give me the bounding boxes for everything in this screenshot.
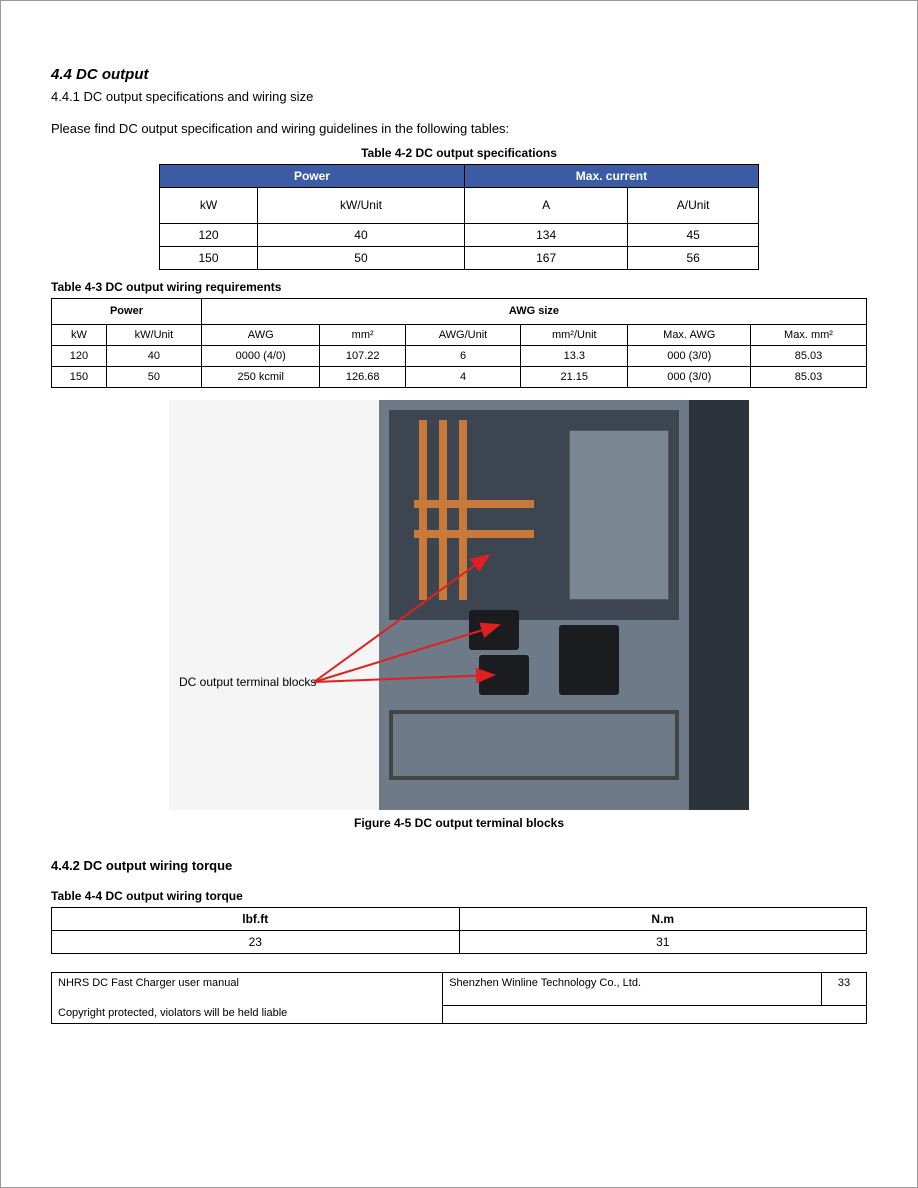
t42-r1c2: 167 <box>464 246 627 269</box>
t43-r1c6: 000 (3/0) <box>628 366 751 387</box>
t44-header: lbf.ft N.m <box>52 907 867 930</box>
table-4-4-caption: Table 4-4 DC output wiring torque <box>51 889 867 903</box>
t43-r1c0: 150 <box>52 366 107 387</box>
intro-paragraph: Please find DC output specification and … <box>51 120 867 138</box>
t44-r0c1: 31 <box>459 930 867 953</box>
cabinet-panel <box>569 430 669 600</box>
figure-4-5-caption: Figure 4-5 DC output terminal blocks <box>169 816 749 830</box>
figure-4-5: DC output terminal blocks Figure 4-5 DC … <box>169 400 749 830</box>
busbar-h2 <box>414 530 534 538</box>
footer-table: NHRS DC Fast Charger user manual Copyrig… <box>51 972 867 1024</box>
t44-r0c0: 23 <box>52 930 460 953</box>
t42-col-3: A/Unit <box>628 187 759 223</box>
t42-row-1: 150 50 167 56 <box>160 246 759 269</box>
busbar-3 <box>459 420 467 600</box>
busbar-1 <box>419 420 427 600</box>
t43-r1c3: 126.68 <box>320 366 405 387</box>
t43-r0c6: 000 (3/0) <box>628 345 751 366</box>
t43-h-power: Power <box>52 298 202 324</box>
t42-r0c2: 134 <box>464 223 627 246</box>
t42-r1c1: 50 <box>258 246 465 269</box>
t43-r0c3: 107.22 <box>320 345 405 366</box>
t43-c5: mm²/Unit <box>521 324 628 345</box>
footer-empty-cell <box>443 1005 867 1023</box>
t42-r1c3: 56 <box>628 246 759 269</box>
t43-r1c5: 21.15 <box>521 366 628 387</box>
t43-row-0: 120 40 0000 (4/0) 107.22 6 13.3 000 (3/0… <box>52 345 867 366</box>
t43-h-awg: AWG size <box>201 298 866 324</box>
t44-row-0: 23 31 <box>52 930 867 953</box>
terminal-block-2 <box>479 655 529 695</box>
t42-col-1: kW/Unit <box>258 187 465 223</box>
footer-doc-title: NHRS DC Fast Charger user manual <box>58 977 436 989</box>
t42-header-power: Power <box>160 164 465 187</box>
busbar-2 <box>439 420 447 600</box>
t44-h1: N.m <box>459 907 867 930</box>
terminal-block-3 <box>559 625 619 695</box>
t43-r0c5: 13.3 <box>521 345 628 366</box>
table-4-3-caption: Table 4-3 DC output wiring requirements <box>51 280 867 294</box>
t42-col-0: kW <box>160 187 258 223</box>
heading-4-4-1: 4.4.1 DC output specifications and wirin… <box>51 89 867 104</box>
t42-row-0: 120 40 134 45 <box>160 223 759 246</box>
t43-r0c2: 0000 (4/0) <box>201 345 320 366</box>
footer-copyright: Copyright protected, violators will be h… <box>58 1007 436 1019</box>
t43-c6: Max. AWG <box>628 324 751 345</box>
t43-r0c7: 85.03 <box>750 345 866 366</box>
t42-r0c0: 120 <box>160 223 258 246</box>
figure-4-5-image: DC output terminal blocks <box>169 400 749 810</box>
t43-c0: kW <box>52 324 107 345</box>
t43-c3: mm² <box>320 324 405 345</box>
table-4-2: Power Max. current kW kW/Unit A A/Unit 1… <box>159 164 759 270</box>
t43-r0c1: 40 <box>106 345 201 366</box>
t43-r1c4: 4 <box>405 366 520 387</box>
heading-4-4-2: 4.4.2 DC output wiring torque <box>51 858 867 873</box>
cabinet-side <box>689 400 749 810</box>
footer-company: Shenzhen Winline Technology Co., Ltd. <box>443 972 822 1005</box>
t43-row-1: 150 50 250 kcmil 126.68 4 21.15 000 (3/0… <box>52 366 867 387</box>
t43-c4: AWG/Unit <box>405 324 520 345</box>
t42-r0c3: 45 <box>628 223 759 246</box>
cabinet-frame <box>389 710 679 780</box>
page-number: 33 <box>822 972 867 1005</box>
t43-header-row: Power AWG size <box>52 298 867 324</box>
t44-h0: lbf.ft <box>52 907 460 930</box>
t43-r1c1: 50 <box>106 366 201 387</box>
t42-col-2: A <box>464 187 627 223</box>
figure-callout: DC output terminal blocks <box>179 675 316 689</box>
table-4-2-subheader: kW kW/Unit A A/Unit <box>160 187 759 223</box>
t42-r1c0: 150 <box>160 246 258 269</box>
t43-r1c2: 250 kcmil <box>201 366 320 387</box>
t42-r0c1: 40 <box>258 223 465 246</box>
page-container: manualslib.com 4.4 DC output 4.4.1 DC ou… <box>0 0 918 1188</box>
table-4-4: lbf.ft N.m 23 31 <box>51 907 867 954</box>
t42-header-current: Max. current <box>464 164 758 187</box>
table-4-3: Power AWG size kW kW/Unit AWG mm² AWG/Un… <box>51 298 867 388</box>
t43-c2: AWG <box>201 324 320 345</box>
table-4-2-caption: Table 4-2 DC output specifications <box>51 146 867 160</box>
t43-c1: kW/Unit <box>106 324 201 345</box>
t43-r0c4: 6 <box>405 345 520 366</box>
t43-c7: Max. mm² <box>750 324 866 345</box>
heading-4-4: 4.4 DC output <box>51 66 867 83</box>
t43-r1c7: 85.03 <box>750 366 866 387</box>
table-4-2-header-row: Power Max. current <box>160 164 759 187</box>
busbar-h1 <box>414 500 534 508</box>
t43-r0c0: 120 <box>52 345 107 366</box>
t43-subheader: kW kW/Unit AWG mm² AWG/Unit mm²/Unit Max… <box>52 324 867 345</box>
terminal-block-1 <box>469 610 519 650</box>
